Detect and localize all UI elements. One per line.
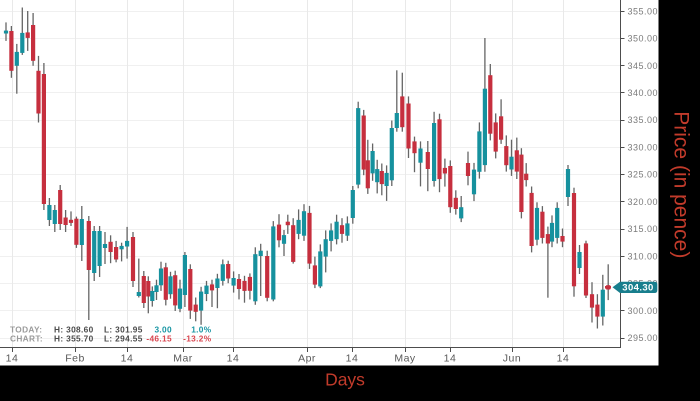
svg-text:CHART:: CHART: <box>10 334 43 344</box>
svg-text:14: 14 <box>346 353 359 365</box>
svg-text:Days: Days <box>325 370 365 390</box>
svg-text:330.00: 330.00 <box>628 143 659 153</box>
svg-text:1.0%: 1.0% <box>191 325 212 335</box>
svg-text:-13.2%: -13.2% <box>183 334 212 344</box>
svg-text:295.00: 295.00 <box>628 333 659 343</box>
svg-text:Mar: Mar <box>173 353 193 365</box>
svg-text:325.00: 325.00 <box>628 170 659 180</box>
svg-text:340.00: 340.00 <box>628 88 659 98</box>
svg-text:300.00: 300.00 <box>628 306 659 316</box>
svg-text:H: 355.70: H: 355.70 <box>54 334 94 344</box>
svg-text:Price (in pence): Price (in pence) <box>670 111 693 258</box>
svg-text:Apr: Apr <box>298 353 316 365</box>
svg-text:14: 14 <box>121 353 134 365</box>
svg-text:14: 14 <box>6 353 19 365</box>
svg-text:H: 308.60: H: 308.60 <box>54 325 94 335</box>
svg-text:355.00: 355.00 <box>628 6 659 16</box>
svg-text:350.00: 350.00 <box>628 34 659 44</box>
svg-text:304.30: 304.30 <box>622 282 653 293</box>
svg-text:14: 14 <box>444 353 457 365</box>
svg-text:Jun: Jun <box>503 353 521 365</box>
svg-text:14: 14 <box>557 353 570 365</box>
svg-text:L: 301.95: L: 301.95 <box>104 325 143 335</box>
svg-text:315.00: 315.00 <box>628 224 659 234</box>
svg-text:L: 294.55: L: 294.55 <box>104 334 143 344</box>
svg-text:320.00: 320.00 <box>628 197 659 207</box>
svg-text:14: 14 <box>227 353 240 365</box>
svg-text:May: May <box>394 353 416 365</box>
svg-text:Feb: Feb <box>65 353 85 365</box>
svg-text:335.00: 335.00 <box>628 115 659 125</box>
svg-text:-46.15: -46.15 <box>146 334 172 344</box>
svg-text:310.00: 310.00 <box>628 251 659 261</box>
svg-text:345.00: 345.00 <box>628 61 659 71</box>
svg-text:3.00: 3.00 <box>154 325 172 335</box>
svg-text:TODAY:: TODAY: <box>10 325 42 335</box>
